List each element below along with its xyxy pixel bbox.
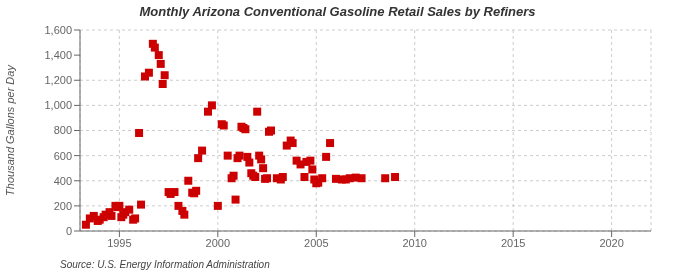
svg-text:600: 600 — [54, 150, 72, 162]
svg-text:1,000: 1,000 — [44, 99, 72, 111]
svg-text:1,400: 1,400 — [44, 49, 72, 61]
svg-text:2010: 2010 — [402, 237, 426, 249]
html-text:Monthly Arizona Conventional G: Monthly Arizona Conventional Gasoline Re… — [139, 4, 536, 19]
svg-text:1,600: 1,600 — [44, 24, 72, 36]
svg-text:2000: 2000 — [206, 237, 230, 249]
svg-text:200: 200 — [54, 200, 72, 212]
svg-text:1995: 1995 — [107, 237, 131, 249]
svg-text:2020: 2020 — [599, 237, 623, 249]
svg-text:2015: 2015 — [501, 237, 525, 249]
svg-text:400: 400 — [54, 175, 72, 187]
svg-text:800: 800 — [54, 124, 72, 136]
html-text:Source: U.S. Energy Informatio: Source: U.S. Energy Information Administ… — [60, 259, 270, 270]
svg-text:1,200: 1,200 — [44, 74, 72, 86]
svg-text:2005: 2005 — [304, 237, 328, 249]
svg-text:0: 0 — [66, 225, 72, 237]
svg-text:Thousand Gallons per Day: Thousand Gallons per Day — [8, 64, 16, 196]
